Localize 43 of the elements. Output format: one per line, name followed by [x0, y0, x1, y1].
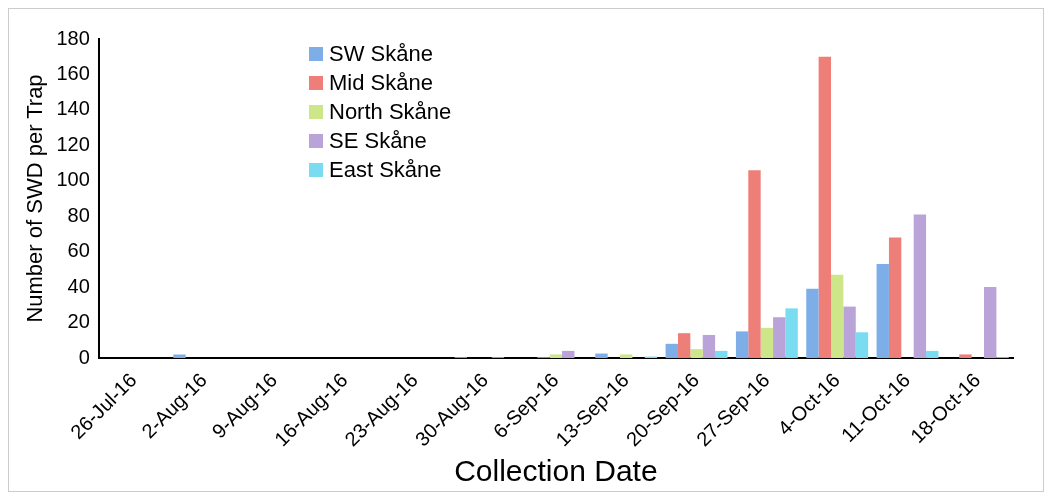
y-axis-title: Number of SWD per Trap	[22, 74, 48, 323]
bar	[562, 350, 575, 358]
bar	[690, 349, 703, 358]
bar	[173, 354, 186, 358]
bar	[595, 353, 608, 358]
bar	[665, 343, 678, 358]
bar	[855, 332, 869, 358]
y-tick-label: 160	[56, 61, 90, 84]
bar	[876, 264, 889, 358]
legend-label: Mid Skåne	[329, 69, 433, 97]
bar	[773, 317, 786, 358]
legend-label: SW Skåne	[329, 40, 433, 68]
bar	[677, 333, 691, 358]
bar	[959, 354, 972, 358]
bar	[702, 334, 716, 358]
y-tick-label: 80	[67, 203, 90, 226]
bar	[735, 331, 749, 358]
y-tick-label: 100	[56, 168, 90, 191]
y-tick-label: 40	[67, 274, 90, 297]
y-tick-label: 120	[56, 132, 90, 155]
bar	[818, 56, 831, 358]
bar	[785, 308, 798, 358]
bar	[913, 214, 927, 358]
bar	[620, 354, 633, 358]
legend-label: North Skåne	[329, 98, 452, 126]
x-axis-title: Collection Date	[454, 454, 658, 488]
bar	[760, 327, 774, 358]
bar	[549, 354, 563, 358]
bar	[888, 237, 902, 358]
y-tick-label: 0	[78, 345, 90, 368]
y-tick-label: 140	[56, 97, 90, 120]
bar	[715, 350, 728, 358]
bar	[748, 170, 761, 358]
legend-label: SE Skåne	[329, 127, 427, 155]
bar	[806, 288, 819, 358]
bar	[984, 287, 997, 358]
bar	[926, 350, 939, 358]
y-tick-label: 60	[67, 239, 90, 262]
legend-label: East Skåne	[329, 156, 442, 184]
bar	[831, 274, 844, 358]
y-tick-label: 20	[67, 310, 90, 333]
bar	[843, 306, 856, 358]
y-tick-label: 180	[56, 26, 90, 49]
